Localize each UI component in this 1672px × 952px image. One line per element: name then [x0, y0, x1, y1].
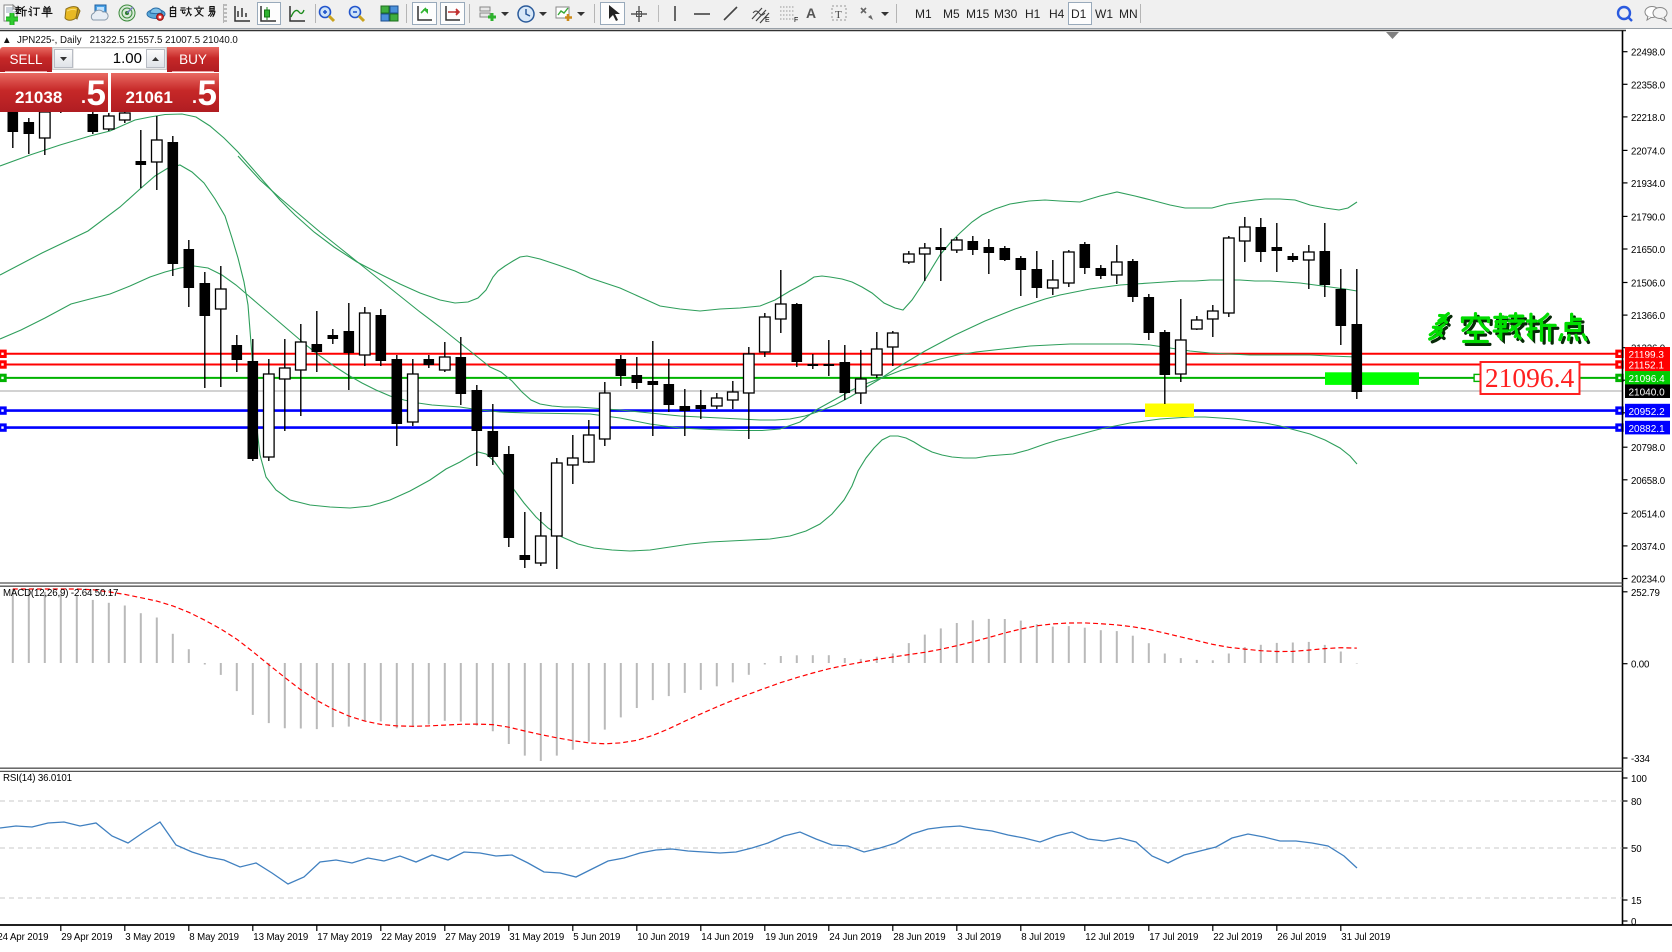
- svg-text:3 May 2019: 3 May 2019: [125, 932, 175, 943]
- svg-text:21934.0: 21934.0: [1631, 179, 1666, 190]
- svg-text:252.79: 252.79: [1631, 588, 1660, 599]
- svg-text:22218.0: 22218.0: [1631, 113, 1666, 124]
- svg-text:21040.0: 21040.0: [1629, 387, 1666, 398]
- svg-text:31 Jul 2019: 31 Jul 2019: [1341, 932, 1390, 943]
- svg-text:0: 0: [1631, 917, 1637, 928]
- svg-text:26 Jul 2019: 26 Jul 2019: [1277, 932, 1326, 943]
- svg-text:RSI(14) 36.0101: RSI(14) 36.0101: [3, 773, 72, 784]
- svg-text:31 May 2019: 31 May 2019: [509, 932, 564, 943]
- svg-text:20374.0: 20374.0: [1631, 542, 1666, 553]
- svg-text:22074.0: 22074.0: [1631, 146, 1666, 157]
- svg-text:20952.2: 20952.2: [1629, 407, 1666, 418]
- svg-text:12 Jul 2019: 12 Jul 2019: [1085, 932, 1134, 943]
- svg-text:13 May 2019: 13 May 2019: [253, 932, 308, 943]
- svg-text:20798.0: 20798.0: [1631, 443, 1666, 454]
- svg-text:22 May 2019: 22 May 2019: [381, 932, 436, 943]
- svg-text:21366.0: 21366.0: [1631, 311, 1666, 322]
- svg-text:21152.1: 21152.1: [1629, 361, 1665, 372]
- svg-text:29 Apr 2019: 29 Apr 2019: [61, 932, 112, 943]
- svg-text:15: 15: [1631, 896, 1641, 907]
- svg-text:21199.3: 21199.3: [1629, 350, 1665, 361]
- svg-text:20658.0: 20658.0: [1631, 476, 1666, 487]
- svg-text:20882.1: 20882.1: [1629, 424, 1666, 435]
- svg-text:F: F: [794, 17, 798, 24]
- svg-text:80: 80: [1631, 797, 1642, 808]
- svg-text:0.00: 0.00: [1631, 660, 1650, 671]
- svg-text:21096.4: 21096.4: [1629, 374, 1666, 385]
- svg-text:8 May 2019: 8 May 2019: [189, 932, 239, 943]
- svg-text:21790.0: 21790.0: [1631, 212, 1666, 223]
- svg-text:22358.0: 22358.0: [1631, 80, 1666, 91]
- svg-text:T: T: [835, 9, 842, 21]
- svg-text:22 Jul 2019: 22 Jul 2019: [1213, 932, 1262, 943]
- svg-text:3 Jul 2019: 3 Jul 2019: [957, 932, 1001, 943]
- svg-text:17 Jul 2019: 17 Jul 2019: [1149, 932, 1198, 943]
- svg-text:5 Jun 2019: 5 Jun 2019: [573, 932, 620, 943]
- svg-text:17 May 2019: 17 May 2019: [317, 932, 372, 943]
- svg-text:22498.0: 22498.0: [1631, 48, 1666, 59]
- svg-text:-334: -334: [1631, 754, 1651, 765]
- svg-text:28 Jun 2019: 28 Jun 2019: [893, 932, 945, 943]
- svg-text:100: 100: [1631, 774, 1647, 785]
- svg-text:8 Jul 2019: 8 Jul 2019: [1021, 932, 1065, 943]
- svg-text:20514.0: 20514.0: [1631, 509, 1666, 520]
- svg-text:20234.0: 20234.0: [1631, 575, 1666, 586]
- svg-text:24 Apr 2019: 24 Apr 2019: [0, 932, 48, 943]
- svg-text:10 Jun 2019: 10 Jun 2019: [637, 932, 689, 943]
- svg-text:24 Jun 2019: 24 Jun 2019: [829, 932, 881, 943]
- svg-text:21096.4: 21096.4: [1485, 362, 1575, 393]
- svg-text:14 Jun 2019: 14 Jun 2019: [701, 932, 753, 943]
- svg-text:27 May 2019: 27 May 2019: [445, 932, 500, 943]
- svg-text:50: 50: [1631, 844, 1642, 855]
- svg-text:MACD(12,26,9) -2.64 50.17: MACD(12,26,9) -2.64 50.17: [3, 588, 118, 599]
- svg-text:19 Jun 2019: 19 Jun 2019: [765, 932, 817, 943]
- svg-text:E: E: [765, 17, 770, 24]
- svg-text:21506.0: 21506.0: [1631, 279, 1666, 290]
- svg-text:21650.0: 21650.0: [1631, 245, 1666, 256]
